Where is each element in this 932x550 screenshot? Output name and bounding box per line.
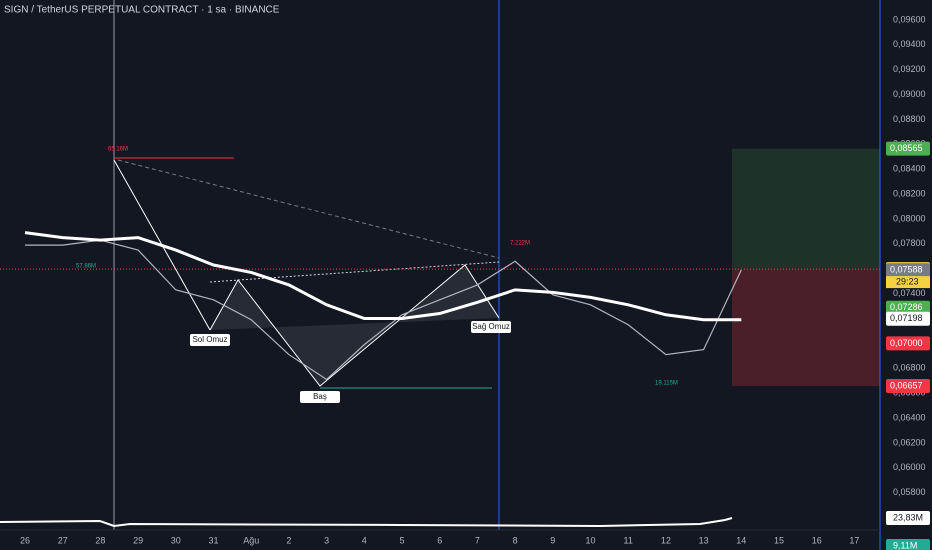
- y-tick-label: 0,08000: [893, 213, 926, 223]
- price-badge: [886, 141, 930, 156]
- x-tick-label: 29: [133, 535, 143, 545]
- y-tick-label: 0,06800: [893, 363, 926, 373]
- x-tick-label: 11: [624, 535, 633, 545]
- volume-badge-label: 9,11M: [893, 540, 917, 550]
- series-line: [25, 239, 742, 381]
- pattern-lines: [209, 264, 500, 387]
- profit-zone: [732, 148, 880, 270]
- y-tick-label: 0,08400: [893, 164, 926, 174]
- x-tick-label: 16: [812, 535, 822, 545]
- countdown: 29:23: [896, 276, 919, 286]
- volume-badge: [886, 539, 930, 550]
- price-badge-label: 0,08565: [890, 143, 923, 153]
- pattern-label-box: [471, 321, 511, 333]
- price-badge-label: 0,07000: [890, 338, 923, 348]
- volume-badge-label: 23,83M: [893, 512, 923, 522]
- y-tick-label: 0,09000: [893, 89, 926, 99]
- chart-title: SIGN / TetherUS PERPETUAL CONTRACT · 1 s…: [4, 5, 280, 16]
- x-tick-label: 9: [550, 535, 555, 545]
- price-badge: [886, 336, 930, 351]
- x-tick-label: 26: [20, 535, 30, 545]
- volume-note: 65.16M: [108, 147, 128, 153]
- y-tick-label: 0,05800: [893, 487, 926, 497]
- y-tick-label: 0,07400: [893, 288, 926, 298]
- trend-line: [117, 159, 500, 259]
- y-tick-label: 0,09600: [893, 14, 926, 24]
- neckline: [209, 261, 500, 283]
- x-tick-label: 28: [95, 535, 105, 545]
- y-tick-label: 0,09200: [893, 64, 926, 74]
- x-tick-label: 10: [585, 535, 595, 545]
- x-tick-label: 5: [399, 535, 404, 545]
- y-tick-label: 0,06200: [893, 437, 926, 447]
- y-tick-label: 0,06400: [893, 412, 926, 422]
- x-tick-label: 15: [774, 535, 784, 545]
- x-tick-label: 31: [208, 535, 218, 545]
- price-badge: [886, 300, 930, 315]
- volume-note: 19.115M: [655, 381, 678, 387]
- y-tick-label: 0,08200: [893, 188, 926, 198]
- x-tick-label: 3: [324, 535, 329, 545]
- x-tick-label: 30: [171, 535, 181, 545]
- volume-line: [0, 517, 733, 528]
- y-tick-label: 0,08800: [893, 114, 926, 124]
- price-badge: [886, 379, 930, 394]
- x-tick-label: 6: [437, 535, 442, 545]
- x-tick-label: 17: [849, 535, 859, 545]
- x-tick-label: 7: [475, 535, 480, 545]
- pattern-label: Sağ Omuz: [472, 322, 510, 331]
- x-tick-label: 8: [513, 535, 518, 545]
- pattern-label: Sol Omuz: [192, 335, 227, 344]
- series-line: [24, 231, 742, 322]
- volume-badge: [886, 511, 930, 525]
- x-tick-label: 27: [58, 535, 68, 545]
- countdown-badge: [886, 276, 930, 289]
- x-tick-label: 13: [699, 535, 709, 545]
- price-badge: [886, 311, 930, 326]
- x-tick-label: 12: [661, 535, 671, 545]
- volume-note: 7.222M: [510, 241, 530, 247]
- price-badge-label: 0,07198: [890, 313, 923, 323]
- y-tick-label: 0,07800: [893, 238, 926, 248]
- y-tick-label: 0,09400: [893, 39, 926, 49]
- volume-note: 57.86M: [76, 264, 96, 270]
- price-badge-label: 0,07588: [890, 265, 923, 275]
- x-tick-label: 14: [736, 535, 746, 545]
- loss-zone: [732, 269, 880, 387]
- x-tick-label: 4: [362, 535, 367, 545]
- pattern-label-box: [190, 334, 230, 346]
- pattern-label-box: [300, 391, 340, 403]
- x-tick-label: Ağu: [243, 535, 259, 545]
- price-badge-label: 0,07286: [890, 302, 923, 312]
- x-tick-label: 2: [286, 535, 291, 545]
- price-badge: [886, 263, 930, 278]
- y-tick-label: 0,06000: [893, 462, 926, 472]
- price-badge-label: 0,06657: [890, 380, 923, 390]
- pattern-label: Baş: [313, 392, 327, 401]
